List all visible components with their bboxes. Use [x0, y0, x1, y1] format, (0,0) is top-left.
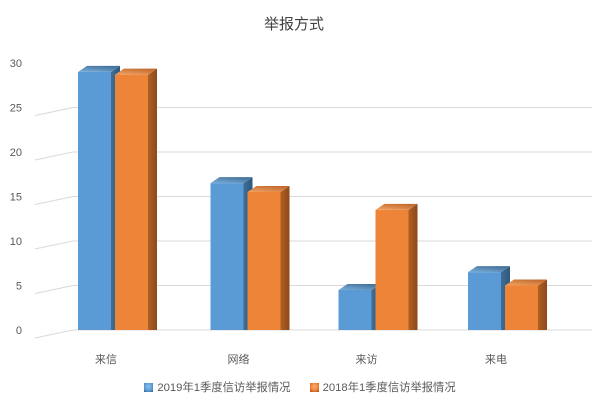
svg-text:来电: 来电 — [485, 353, 507, 366]
svg-text:20: 20 — [10, 147, 22, 159]
svg-text:0: 0 — [16, 325, 22, 337]
svg-text:来访: 来访 — [356, 353, 378, 366]
svg-text:来信: 来信 — [95, 353, 117, 366]
svg-text:10: 10 — [10, 236, 22, 248]
svg-text:25: 25 — [10, 103, 22, 115]
svg-text:5: 5 — [16, 281, 22, 293]
svg-text:30: 30 — [10, 58, 22, 70]
svg-text:网络: 网络 — [228, 352, 250, 366]
svg-text:15: 15 — [10, 192, 22, 204]
